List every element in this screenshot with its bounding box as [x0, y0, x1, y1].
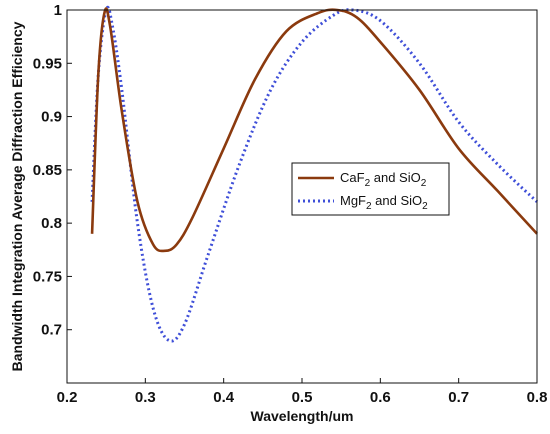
y-tick-label: 0.9	[41, 109, 62, 126]
legend-label-mgf2: MgF2 and SiO2	[340, 193, 428, 212]
x-tick-label: 0.8	[527, 389, 548, 406]
series-layer	[90, 5, 539, 343]
ticks-layer: 0.2 0.3 0.4 0.5 0.6 0.7 0.8 0.7 0.75 0.8 0.85 0.9 0.…	[33, 2, 548, 406]
x-tick-label: 0.6	[370, 389, 391, 406]
legend-label-caf2: CaF2 and SiO2	[340, 170, 427, 189]
x-tick-label: 0.7	[448, 389, 469, 406]
plot-frame	[66, 9, 538, 384]
y-tick-label: 0.7	[41, 322, 62, 339]
x-tick-label: 0.4	[213, 389, 235, 406]
y-tick-label: 0.85	[33, 162, 62, 179]
y-tick-label: 1	[54, 2, 62, 19]
series-line-mgf2	[90, 5, 539, 343]
x-tick-label: 0.3	[135, 389, 156, 406]
legend-box	[291, 162, 450, 216]
y-axis-label: Bandwidth Integration Average Diffractio…	[9, 21, 25, 371]
x-tick-label: 0.5	[292, 389, 313, 406]
series-line-caf2	[90, 7, 538, 253]
y-tick-label: 0.8	[41, 215, 62, 232]
y-tick-label: 0.75	[33, 268, 62, 285]
y-tick-label: 0.95	[33, 55, 62, 72]
legend: CaF2 and SiO2 MgF2 and SiO2	[291, 162, 450, 216]
x-axis-label: Wavelength/um	[251, 408, 354, 424]
x-tick-label: 0.2	[57, 389, 78, 406]
